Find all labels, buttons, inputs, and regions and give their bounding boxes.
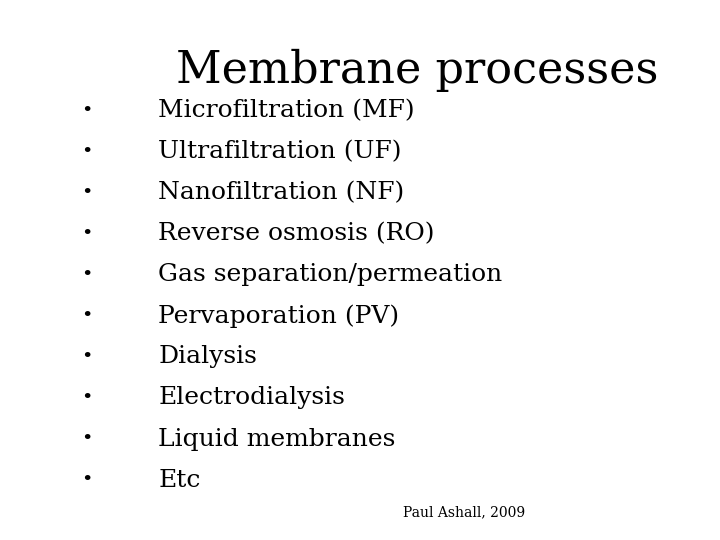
Text: Microfiltration (MF): Microfiltration (MF) xyxy=(158,99,415,122)
Text: •: • xyxy=(81,389,92,407)
Text: •: • xyxy=(81,143,92,161)
Text: Ultrafiltration (UF): Ultrafiltration (UF) xyxy=(158,140,402,163)
Text: •: • xyxy=(81,102,92,120)
Text: •: • xyxy=(81,184,92,202)
Text: Pervaporation (PV): Pervaporation (PV) xyxy=(158,304,400,328)
Text: •: • xyxy=(81,307,92,325)
Text: Reverse osmosis (RO): Reverse osmosis (RO) xyxy=(158,222,435,245)
Text: Membrane processes: Membrane processes xyxy=(176,49,659,92)
Text: Liquid membranes: Liquid membranes xyxy=(158,428,396,450)
Text: •: • xyxy=(81,348,92,366)
Text: •: • xyxy=(81,225,92,243)
Text: Electrodialysis: Electrodialysis xyxy=(158,387,346,409)
Text: •: • xyxy=(81,430,92,448)
Text: Nanofiltration (NF): Nanofiltration (NF) xyxy=(158,181,405,204)
Text: Etc: Etc xyxy=(158,469,201,491)
Text: •: • xyxy=(81,266,92,284)
Text: •: • xyxy=(81,471,92,489)
Text: Paul Ashall, 2009: Paul Ashall, 2009 xyxy=(403,505,526,519)
Text: Dialysis: Dialysis xyxy=(158,346,257,368)
Text: Gas separation/permeation: Gas separation/permeation xyxy=(158,264,503,286)
